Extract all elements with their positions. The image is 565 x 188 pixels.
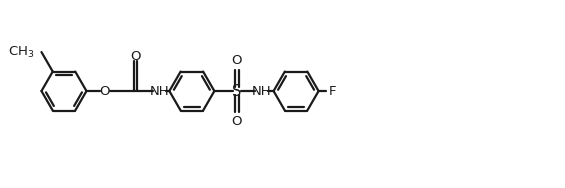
Text: O: O: [232, 115, 242, 128]
Text: CH$_3$: CH$_3$: [8, 45, 34, 60]
Text: O: O: [130, 50, 140, 63]
Text: O: O: [99, 85, 110, 98]
Text: S: S: [232, 83, 242, 99]
Text: NH: NH: [252, 85, 272, 98]
Text: F: F: [329, 85, 337, 98]
Text: O: O: [232, 54, 242, 67]
Text: NH: NH: [150, 85, 169, 98]
